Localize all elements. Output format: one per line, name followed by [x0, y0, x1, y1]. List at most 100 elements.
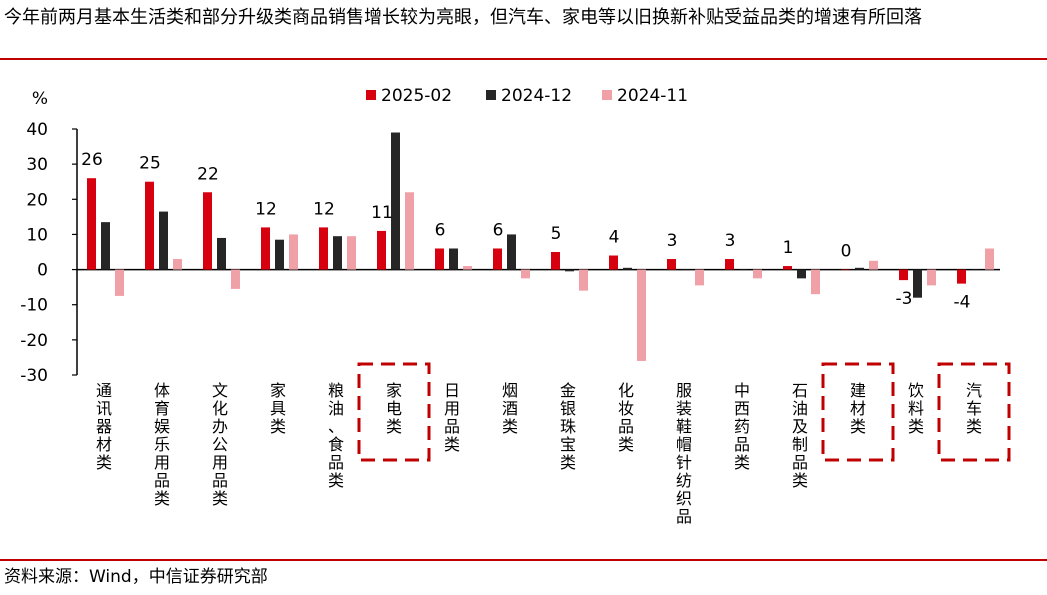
- data-label: 1: [783, 238, 794, 258]
- bar: [87, 178, 96, 270]
- category-label: 通讯器材类: [96, 381, 112, 472]
- chart-title: 今年前两月基本生活类和部分升级类商品销售增长较为亮眼，但汽车、家电等以旧换新补贴…: [4, 7, 922, 28]
- category-label: 化妆品类: [618, 381, 634, 454]
- bar: [725, 259, 734, 270]
- bar: [217, 237, 226, 270]
- source-note: 资料来源：Wind，中信证券研究部: [4, 567, 268, 587]
- bar: [739, 269, 748, 271]
- bar: [463, 266, 472, 270]
- category-label: 日用品类: [444, 381, 460, 454]
- category-label: 石油及制品类: [792, 381, 808, 490]
- bar: [203, 192, 212, 270]
- bar: [101, 222, 110, 270]
- bar: [333, 236, 342, 270]
- category-label: 饮料类: [908, 381, 924, 436]
- bar: [173, 259, 182, 270]
- data-label: 26: [81, 150, 103, 170]
- category-label: 汽车类: [966, 381, 982, 436]
- legend-label: 2024-11: [617, 86, 688, 106]
- bar: [261, 227, 270, 270]
- bar: [695, 269, 704, 286]
- bar: [377, 230, 386, 270]
- highlight-box: [937, 362, 1011, 462]
- bar: [753, 269, 762, 279]
- category-label: 烟酒类: [502, 381, 518, 436]
- data-label: 6: [435, 220, 446, 240]
- top-rule: [0, 58, 1047, 60]
- data-label: -3: [896, 289, 913, 309]
- bottom-rule: [0, 559, 1047, 561]
- bar: [855, 267, 864, 270]
- category-label: 建材类: [850, 381, 866, 436]
- data-label: 11: [371, 203, 393, 223]
- category-label: 粮油、食品类: [328, 381, 344, 490]
- bar: [783, 266, 792, 270]
- bar: [521, 269, 530, 279]
- category-label: 家电类: [386, 381, 402, 436]
- bar: [391, 132, 400, 270]
- category-label: 中西药品类: [734, 381, 750, 472]
- bar: [579, 269, 588, 291]
- legend-swatch: [602, 90, 612, 100]
- legend-label: 2024-12: [501, 86, 572, 106]
- bar: [319, 227, 328, 270]
- data-label: 22: [197, 164, 219, 184]
- bar: [899, 269, 908, 281]
- data-label: 12: [313, 199, 335, 219]
- category-label: 文化办公用品类: [212, 381, 228, 508]
- data-label: 4: [609, 228, 620, 248]
- bar: [507, 234, 516, 270]
- bar: [637, 269, 646, 361]
- bar: [565, 269, 574, 272]
- y-tick-label: 30: [26, 155, 48, 175]
- data-label: 5: [551, 224, 562, 244]
- bar: [971, 269, 980, 271]
- data-label: 0: [841, 242, 852, 262]
- y-tick-label: 0: [37, 261, 48, 281]
- legend-swatch: [366, 90, 376, 100]
- y-tick-label: -20: [20, 331, 48, 351]
- bar: [435, 248, 444, 270]
- bar: [449, 248, 458, 270]
- bar: [797, 269, 806, 279]
- bar: [405, 192, 414, 270]
- bar: [115, 269, 124, 296]
- data-label: 6: [493, 220, 504, 240]
- bar: [609, 255, 618, 270]
- y-tick-label: -30: [20, 366, 48, 386]
- data-label: 25: [139, 154, 161, 174]
- category-label: 家具类: [270, 381, 286, 436]
- bar: [811, 269, 820, 295]
- bar: [913, 269, 922, 298]
- data-label: 3: [667, 231, 678, 251]
- legend-label: 2025-02: [381, 86, 452, 106]
- bar: [623, 267, 632, 270]
- bar: [841, 269, 850, 271]
- category-label: 金银珠宝类: [560, 381, 576, 472]
- bar: [681, 269, 690, 271]
- bar: [145, 181, 154, 270]
- bar: [231, 269, 240, 289]
- bar: [927, 269, 936, 286]
- bar: [985, 248, 994, 270]
- category-label: 体育娱乐用品类: [154, 381, 170, 508]
- y-tick-label: -10: [20, 296, 48, 316]
- y-tick-label: 20: [26, 190, 48, 210]
- y-tick-label: 10: [26, 225, 48, 245]
- bar: [493, 248, 502, 270]
- highlight-box: [821, 362, 895, 462]
- y-tick-label: 40: [26, 120, 48, 140]
- bar: [347, 236, 356, 270]
- bar: [159, 211, 168, 270]
- data-label: 12: [255, 199, 277, 219]
- data-label: 3: [725, 231, 736, 251]
- data-label: -4: [954, 293, 971, 313]
- bar: [289, 234, 298, 270]
- bar: [957, 269, 966, 284]
- bar: [551, 252, 560, 270]
- legend-swatch: [486, 90, 496, 100]
- bar: [275, 239, 284, 270]
- bar: [667, 259, 676, 270]
- bar: [869, 260, 878, 270]
